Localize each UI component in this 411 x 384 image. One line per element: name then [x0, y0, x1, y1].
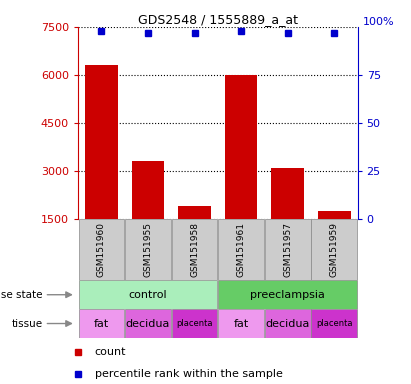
- Text: percentile rank within the sample: percentile rank within the sample: [95, 369, 282, 379]
- Text: GSM151960: GSM151960: [97, 222, 106, 277]
- Bar: [265, 309, 311, 338]
- Text: placenta: placenta: [176, 319, 213, 328]
- Text: placenta: placenta: [316, 319, 353, 328]
- Bar: [132, 161, 164, 219]
- Bar: [172, 219, 217, 280]
- Bar: [318, 211, 351, 219]
- Text: tissue: tissue: [12, 318, 43, 329]
- Text: GSM151959: GSM151959: [330, 222, 339, 277]
- Text: 100%: 100%: [363, 17, 395, 27]
- Bar: [312, 309, 357, 338]
- Bar: [79, 280, 217, 309]
- Text: disease state: disease state: [0, 290, 43, 300]
- Bar: [125, 309, 171, 338]
- Text: fat: fat: [233, 318, 249, 329]
- Bar: [172, 309, 217, 338]
- Bar: [218, 309, 264, 338]
- Bar: [85, 65, 118, 219]
- Bar: [178, 206, 211, 219]
- Bar: [125, 219, 171, 280]
- Bar: [312, 219, 357, 280]
- Text: preeclampsia: preeclampsia: [250, 290, 325, 300]
- Bar: [218, 280, 357, 309]
- Bar: [271, 168, 304, 219]
- Text: GSM151961: GSM151961: [237, 222, 246, 277]
- Text: control: control: [129, 290, 167, 300]
- Bar: [79, 309, 124, 338]
- Text: GSM151957: GSM151957: [283, 222, 292, 277]
- Text: GSM151955: GSM151955: [143, 222, 152, 277]
- Text: decidua: decidua: [266, 318, 310, 329]
- Bar: [79, 219, 124, 280]
- Title: GDS2548 / 1555889_a_at: GDS2548 / 1555889_a_at: [138, 13, 298, 26]
- Bar: [265, 219, 311, 280]
- Text: GSM151958: GSM151958: [190, 222, 199, 277]
- Text: fat: fat: [94, 318, 109, 329]
- Text: count: count: [95, 347, 126, 357]
- Text: decidua: decidua: [126, 318, 170, 329]
- Bar: [225, 75, 257, 219]
- Bar: [218, 219, 264, 280]
